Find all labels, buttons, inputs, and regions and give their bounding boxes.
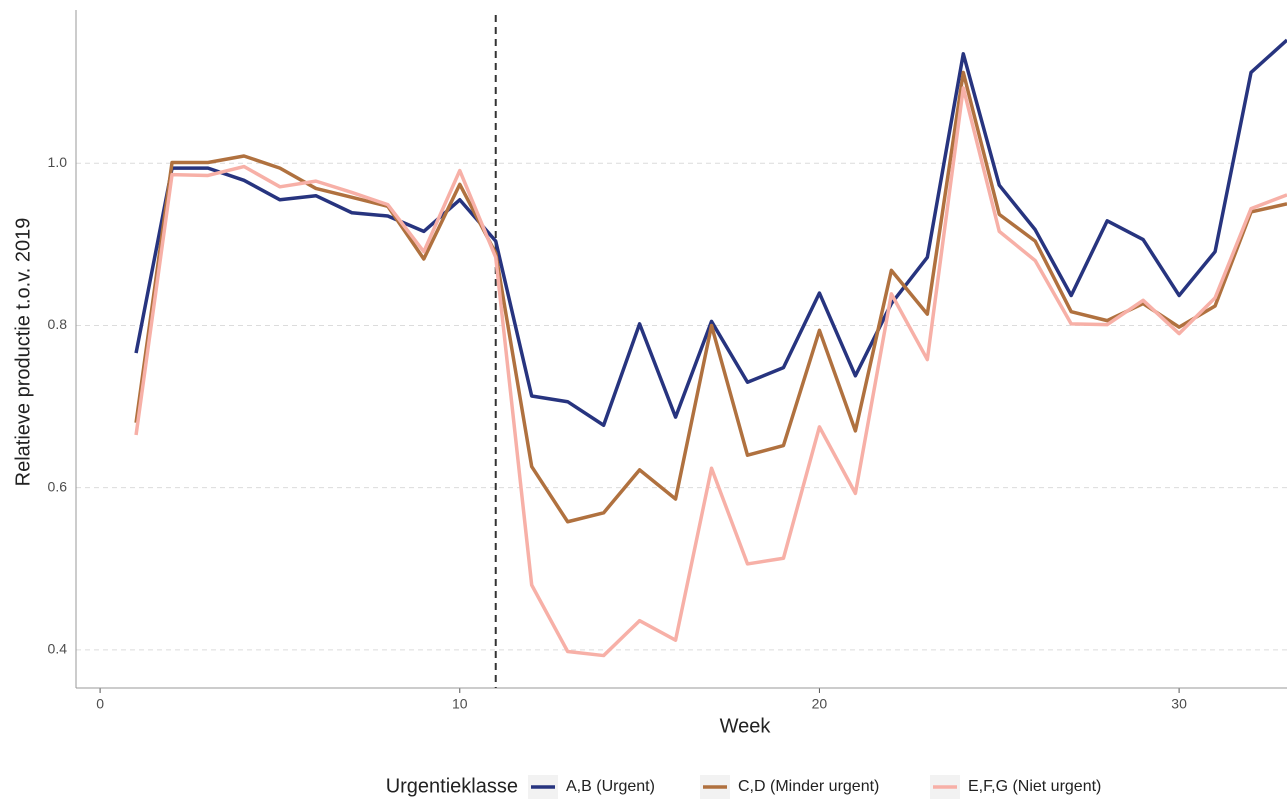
legend-label: C,D (Minder urgent) xyxy=(738,778,879,795)
x-tick-label: 0 xyxy=(96,696,104,712)
x-tick-label: 20 xyxy=(812,696,828,712)
series-line xyxy=(134,70,1287,524)
y-tick-label: 0.6 xyxy=(48,478,68,494)
legend-label: E,F,G (Niet urgent) xyxy=(968,778,1101,795)
plot-area xyxy=(134,15,1287,688)
x-tick-label: 30 xyxy=(1171,696,1187,712)
legend-label: A,B (Urgent) xyxy=(566,778,655,795)
y-axis-label: Relatieve productie t.o.v. 2019 xyxy=(12,218,34,487)
y-tick-label: 0.8 xyxy=(48,316,68,332)
legend-title: Urgentieklasse xyxy=(386,775,518,797)
y-tick-label: 1.0 xyxy=(48,154,68,170)
series-line xyxy=(134,38,1287,427)
legend: A,B (Urgent) C,D (Minder urgent) E,F,G (Ni… xyxy=(528,775,1101,799)
x-tick-label: 10 xyxy=(452,696,468,712)
x-axis-label: Week xyxy=(720,715,772,737)
series-line xyxy=(134,86,1287,658)
y-tick-label: 0.4 xyxy=(48,641,68,657)
